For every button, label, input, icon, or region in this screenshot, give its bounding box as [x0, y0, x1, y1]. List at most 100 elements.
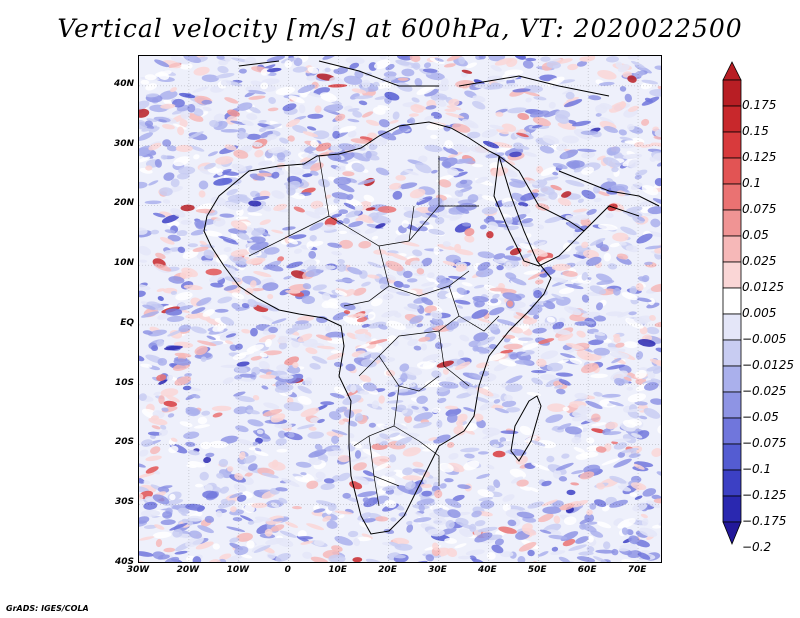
field-cell: [431, 317, 444, 326]
field-cell: [400, 241, 420, 247]
field-cell: [250, 327, 258, 337]
field-cell: [220, 316, 235, 326]
field-cell: [197, 340, 217, 347]
field-cell: [380, 440, 388, 446]
field-cell: [436, 419, 443, 428]
field-cell: [625, 408, 644, 413]
field-cell: [571, 120, 591, 127]
field-cell: [571, 436, 582, 444]
field-cell: [173, 358, 192, 366]
field-cell: [256, 172, 273, 177]
field-cell: [581, 189, 596, 200]
field-cell: [378, 324, 388, 330]
field-cell: [551, 426, 560, 431]
field-cell: [148, 329, 167, 337]
field-cell: [252, 395, 260, 401]
field-cell: [519, 425, 532, 436]
field-cell: [146, 118, 158, 122]
field-cell: [444, 537, 457, 544]
field-cell: [543, 176, 559, 181]
field-cell: [447, 151, 463, 158]
field-cell: [527, 549, 535, 557]
field-cell: [305, 269, 322, 277]
field-cell: [192, 246, 209, 252]
field-cell: [263, 402, 280, 410]
colorbar-swatch: [722, 105, 742, 133]
field-cell: [551, 263, 571, 271]
field-cell: [514, 56, 526, 60]
field-cell: [177, 507, 190, 515]
field-cell: [293, 57, 303, 67]
field-cell: [490, 82, 503, 88]
field-cell: [265, 264, 284, 272]
colorbar-swatch: [722, 391, 742, 419]
field-cell: [213, 177, 233, 186]
field-cell: [605, 421, 618, 430]
field-cell: [202, 230, 223, 237]
field-cell: [331, 192, 351, 200]
field-cell: [374, 59, 391, 70]
field-cell: [234, 366, 248, 374]
field-cell: [506, 407, 521, 413]
field-cell: [394, 233, 410, 243]
field-cell: [435, 99, 447, 107]
field-cell: [576, 556, 596, 562]
field-cell: [384, 499, 397, 509]
field-cell: [237, 561, 245, 562]
field-cell: [388, 454, 397, 463]
field-cell: [286, 261, 303, 269]
field-cell: [155, 252, 166, 260]
field-cell: [199, 240, 207, 246]
field-cell: [244, 287, 254, 295]
field-cell: [564, 426, 583, 435]
field-cell: [265, 371, 272, 376]
field-cell: [352, 557, 363, 562]
field-cell: [634, 64, 652, 74]
field-cell: [522, 90, 540, 97]
field-cell: [590, 373, 608, 379]
field-cell: [444, 140, 454, 149]
colorbar-swatch: [722, 287, 742, 315]
field-cell: [539, 529, 552, 534]
field-cell: [486, 464, 495, 470]
field-cell: [635, 351, 644, 360]
field-cell: [240, 515, 254, 522]
field-cell: [445, 376, 456, 382]
map-canvas: [139, 56, 661, 562]
field-cell: [533, 96, 547, 101]
field-cell: [455, 517, 469, 526]
field-cell: [325, 325, 332, 332]
field-cell: [258, 334, 276, 343]
field-cell: [172, 529, 183, 538]
field-cell: [338, 209, 349, 215]
field-cell: [621, 559, 636, 562]
lat-label: EQ: [120, 317, 134, 328]
field-cell: [557, 197, 572, 207]
field-cell: [609, 499, 628, 508]
field-cell: [492, 450, 506, 458]
field-cell: [589, 285, 607, 295]
field-cell: [225, 333, 237, 338]
field-cell: [429, 57, 445, 64]
field-cell: [278, 342, 288, 350]
field-cell: [557, 359, 570, 364]
field-cell: [163, 400, 178, 407]
field-cell: [433, 508, 452, 518]
field-cell: [564, 306, 582, 316]
field-cell: [318, 178, 330, 188]
field-cell: [275, 537, 294, 548]
field-cell: [144, 74, 157, 81]
field-cell: [403, 306, 421, 312]
field-cell: [260, 82, 269, 90]
field-cell: [347, 108, 360, 112]
field-cell: [445, 519, 455, 529]
field-cell: [640, 513, 649, 519]
colorbar-label: −0.2: [742, 540, 772, 554]
field-cell: [139, 393, 147, 401]
field-cell: [351, 162, 365, 173]
field-cell: [251, 227, 266, 237]
field-cell: [197, 416, 208, 425]
field-cell: [418, 336, 431, 342]
field-cell: [262, 282, 279, 291]
field-cell: [610, 184, 629, 192]
